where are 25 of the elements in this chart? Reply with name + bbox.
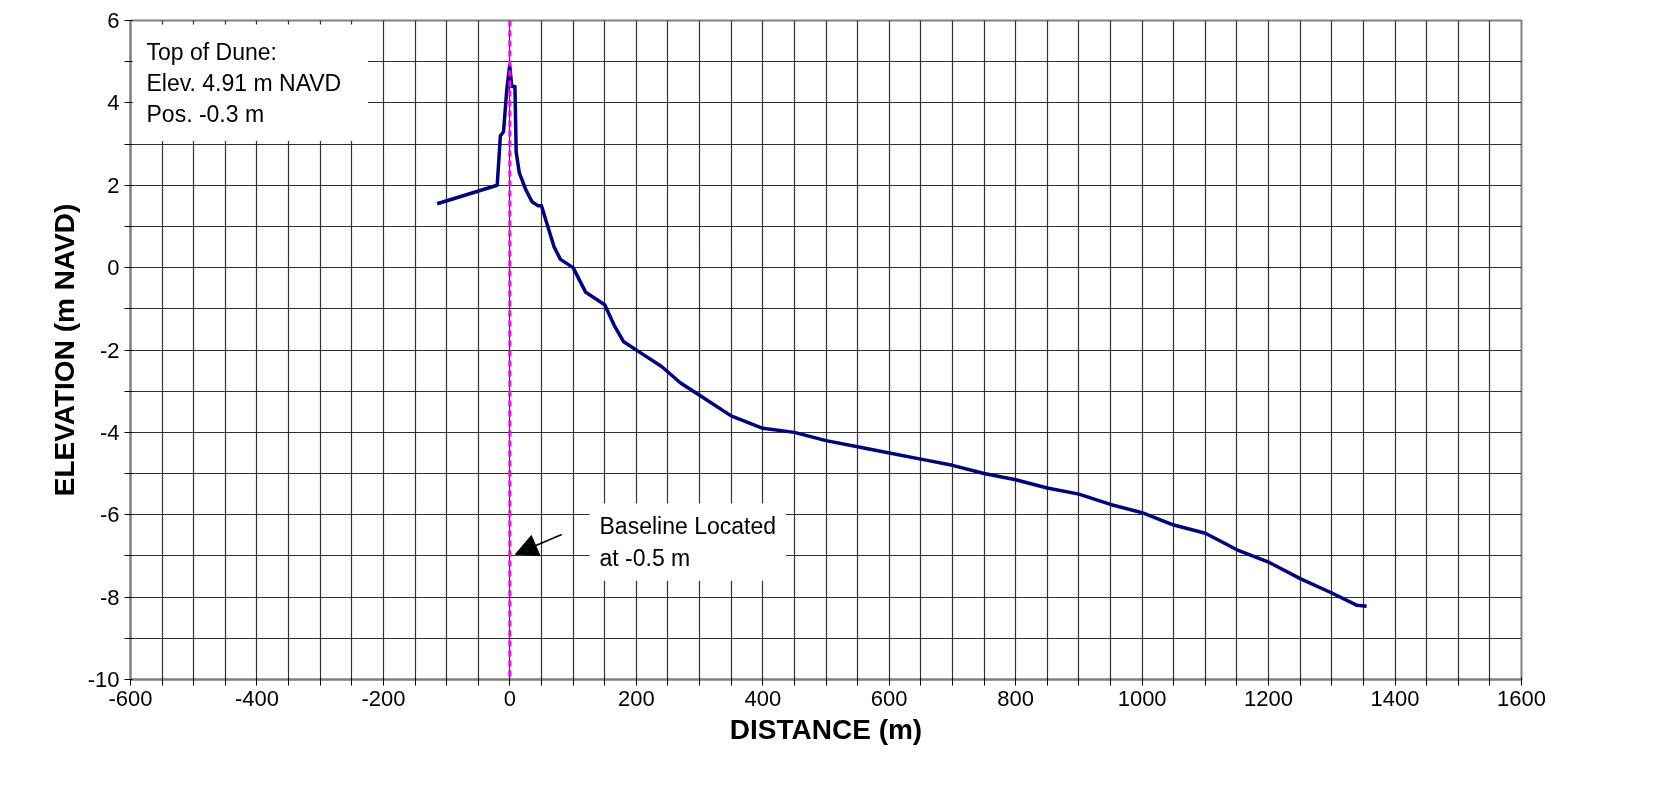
y-tick-label: -10 bbox=[87, 667, 120, 692]
x-axis-title: DISTANCE (m) bbox=[729, 713, 923, 745]
x-tick-label: 400 bbox=[744, 685, 782, 711]
x-tick-label: 1400 bbox=[1370, 685, 1420, 711]
x-tick-label: -400 bbox=[234, 685, 279, 711]
x-tick-label: 200 bbox=[617, 685, 655, 711]
x-tick-label: 1600 bbox=[1497, 685, 1546, 711]
y-tick-label: -6 bbox=[99, 502, 120, 528]
x-tick-label: 0 bbox=[503, 685, 516, 711]
x-tick-label: -200 bbox=[361, 685, 406, 711]
y-tick-label: -8 bbox=[99, 584, 120, 610]
y-tick-label: 0 bbox=[107, 255, 120, 281]
y-tick-label: 4 bbox=[107, 90, 120, 116]
annotation: Top of Dune: Elev. 4.91 m NAVD Pos. -0.3 m bbox=[146, 38, 342, 127]
y-tick-label: -2 bbox=[99, 337, 120, 363]
x-tick-label: 800 bbox=[997, 685, 1035, 711]
y-tick-label: -4 bbox=[99, 419, 120, 445]
y-tick-label: 2 bbox=[107, 172, 120, 198]
annotation: Baseline Located at -0.5 m bbox=[599, 513, 776, 571]
x-tick-label: 1200 bbox=[1244, 685, 1294, 711]
x-tick-label: 600 bbox=[870, 685, 908, 711]
y-tick-label: 6 bbox=[107, 8, 120, 33]
x-tick-label: 1000 bbox=[1117, 685, 1167, 711]
y-axis-title: ELEVATION (m NAVD) bbox=[48, 203, 80, 497]
line-series bbox=[435, 63, 1369, 608]
